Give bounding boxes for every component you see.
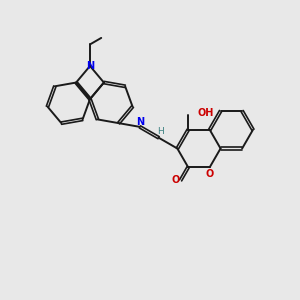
Text: N: N xyxy=(86,61,94,71)
Text: OH: OH xyxy=(198,108,214,118)
Text: O: O xyxy=(206,169,214,179)
Text: N: N xyxy=(136,117,144,128)
Text: H: H xyxy=(157,127,164,136)
Text: O: O xyxy=(171,175,179,185)
